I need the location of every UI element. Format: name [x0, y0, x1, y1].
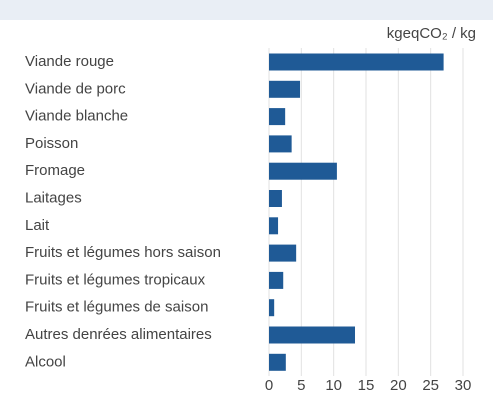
y-tick-label: Fruits et légumes tropicaux — [25, 271, 206, 288]
y-tick-label: Laitages — [25, 189, 82, 206]
bar — [269, 53, 444, 71]
x-tick-label: 25 — [422, 377, 439, 394]
bar — [269, 271, 284, 289]
top-band — [0, 0, 493, 20]
x-tick-label: 10 — [325, 377, 342, 394]
y-tick-label: Alcool — [25, 353, 66, 370]
unit-label: kgeqCO₂ / kg — [387, 25, 476, 42]
x-tick-label: 5 — [297, 377, 305, 394]
y-tick-label: Viande blanche — [25, 108, 128, 125]
x-tick-label: 0 — [265, 377, 273, 394]
x-tick-label: 30 — [455, 377, 472, 394]
bar — [269, 80, 301, 98]
bar — [269, 135, 292, 153]
y-tick-label: Fruits et légumes hors saison — [25, 244, 221, 261]
y-tick-label: Autres denrées alimentaires — [25, 326, 212, 343]
x-tick-label: 15 — [358, 377, 375, 394]
bar — [269, 326, 356, 344]
bar — [269, 217, 279, 235]
y-tick-label: Fromage — [25, 162, 85, 179]
bar — [269, 108, 286, 126]
y-tick-label: Poisson — [25, 135, 78, 152]
y-tick-label: Lait — [25, 217, 50, 234]
bar — [269, 353, 286, 371]
bar — [269, 162, 337, 180]
y-tick-label: Viande rouge — [25, 53, 114, 70]
x-tick-label: 20 — [390, 377, 407, 394]
y-tick-label: Fruits et légumes de saison — [25, 299, 208, 316]
bar — [269, 190, 282, 207]
bar — [269, 299, 275, 317]
bar — [269, 244, 297, 262]
y-tick-label: Viande de porc — [25, 80, 126, 97]
